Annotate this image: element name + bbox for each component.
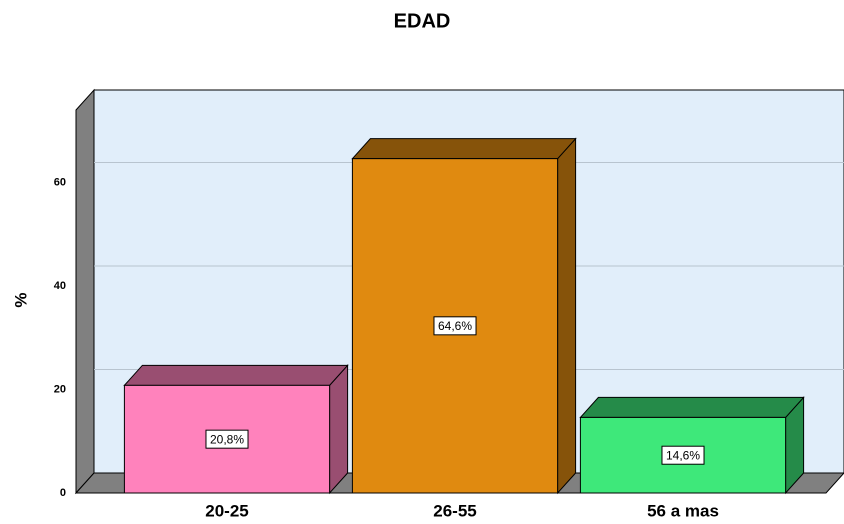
value-label-box xyxy=(661,445,705,465)
bar-top xyxy=(351,138,577,160)
y-tick-label: 40 xyxy=(54,280,66,292)
x-tick-label: 20-25 xyxy=(205,501,248,520)
value-label-box xyxy=(205,429,249,449)
bar-top xyxy=(579,396,805,418)
bar-side xyxy=(557,137,577,495)
bar-side xyxy=(329,364,349,495)
value-label: 14,6% xyxy=(666,448,700,462)
y-axis-label: % xyxy=(11,292,30,307)
chart-title: EDAD xyxy=(394,10,451,32)
y-tick-label: 20 xyxy=(54,383,66,395)
x-tick-label: 26-55 xyxy=(433,501,476,520)
y-tick-label: 60 xyxy=(54,176,66,188)
left-wall xyxy=(75,88,95,495)
value-label: 64,6% xyxy=(438,319,472,333)
x-tick-label: 56 a mas xyxy=(647,501,719,520)
y-tick-label: 0 xyxy=(60,487,66,499)
value-label-box xyxy=(433,316,477,336)
bar-top xyxy=(123,364,349,386)
value-label: 20,8% xyxy=(210,432,244,446)
